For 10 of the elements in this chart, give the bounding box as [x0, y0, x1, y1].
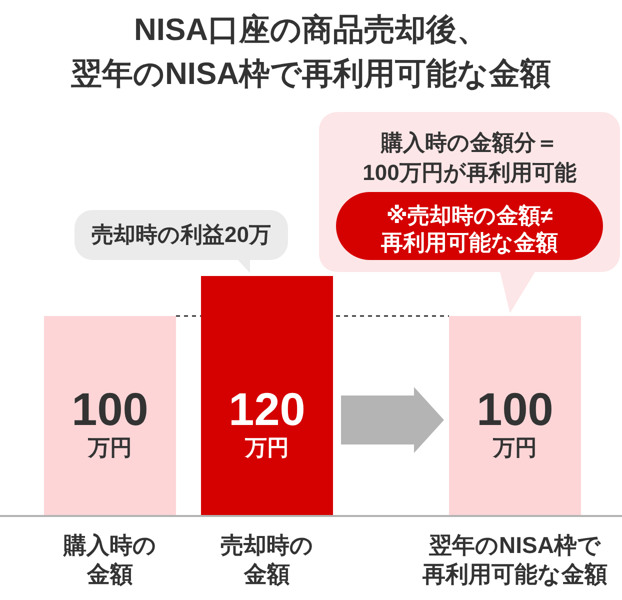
annotation: 購入時の金額分＝100万円が再利用可能 [362, 130, 576, 185]
annotation: ※売却時の金額≠再利用可能な金額 [381, 203, 558, 255]
value-label: 120 万円 [228, 383, 306, 460]
category-label: 購入時の金額 [64, 532, 156, 587]
title: NISA口座の商品売却後、翌年のNISA枠で再利用可能な金額 [70, 12, 552, 91]
value-label: 100 万円 [72, 383, 148, 460]
value-label: 100 万円 [476, 383, 554, 460]
category-label: 翌年のNISA枠で再利用可能な金額 [422, 532, 608, 587]
annotation: 売却時の利益20万 [92, 222, 271, 247]
category-label: 売却時の金額 [220, 532, 314, 587]
